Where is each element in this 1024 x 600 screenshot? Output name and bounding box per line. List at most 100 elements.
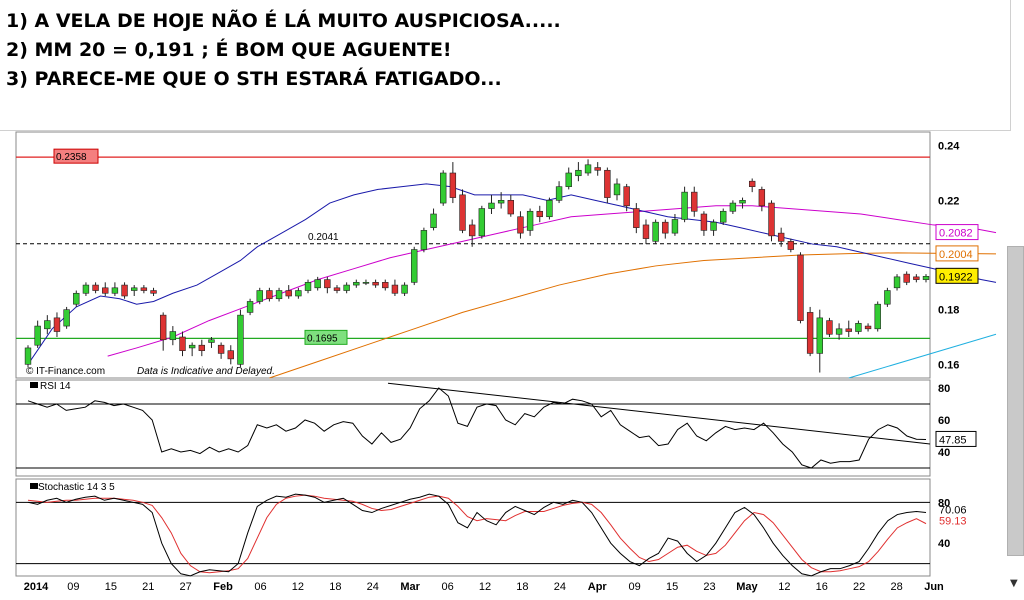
- price-tick-label: 0.22: [938, 195, 959, 207]
- last-price-label: 0.2082: [939, 228, 973, 240]
- candle-body: [488, 202, 495, 209]
- candle-body: [246, 301, 254, 313]
- candle-body: [758, 189, 766, 207]
- x-tick-label: 09: [67, 581, 79, 593]
- rsi-value-box: [935, 430, 977, 447]
- candle-body: [633, 208, 640, 228]
- candle-body: [102, 287, 109, 294]
- last-price-box: [935, 245, 979, 262]
- price-panel-frame: [15, 131, 931, 379]
- rsi-value-label: 47.85: [939, 434, 967, 446]
- candle-body: [237, 314, 244, 365]
- ma-blue-line: [27, 183, 997, 365]
- candle-body: [391, 284, 399, 294]
- candle-body: [720, 210, 727, 223]
- candle-body: [73, 292, 80, 305]
- rsi-trendline: [387, 382, 931, 445]
- candle-body: [24, 347, 32, 365]
- x-tick-label: 23: [703, 581, 715, 593]
- price-tick-label: 0.18: [938, 305, 959, 317]
- candle-body: [748, 180, 756, 187]
- candle-body: [806, 312, 814, 354]
- scroll-down-icon[interactable]: ▼: [1010, 578, 1018, 589]
- candle-body: [662, 221, 669, 234]
- candle-body: [188, 344, 196, 349]
- candle-body: [440, 172, 447, 204]
- price-tick-label: 0.16: [938, 359, 959, 371]
- x-tick-label: 09: [629, 581, 641, 593]
- x-tick-label: May: [736, 581, 758, 593]
- candle-body: [729, 202, 737, 212]
- annotation-panel: 1) A VELA DE HOJE NÃO É LÁ MUITO AUSPICI…: [0, 0, 1011, 131]
- x-tick-label: Jun: [924, 581, 944, 593]
- candle-body: [179, 336, 186, 351]
- candle-body: [903, 273, 910, 283]
- candle-body: [63, 309, 70, 327]
- rsi-tick-label: 80: [938, 383, 950, 395]
- candle-body: [768, 202, 775, 237]
- x-tick-label: 24: [554, 581, 566, 593]
- candle-body: [362, 282, 370, 284]
- candle-body: [864, 325, 872, 330]
- candle-body: [913, 276, 920, 280]
- level-label-box: [304, 329, 348, 345]
- candle-body: [623, 186, 630, 207]
- candle-body: [884, 290, 891, 305]
- candle-body: [208, 339, 215, 343]
- candle-body: [401, 284, 408, 294]
- candle-body: [314, 279, 321, 289]
- candle-body: [420, 230, 428, 250]
- candle-body: [343, 284, 350, 291]
- candle-body: [691, 191, 698, 212]
- candle-body: [526, 210, 534, 231]
- candle-body: [642, 224, 650, 239]
- candle-body: [922, 276, 930, 280]
- candle-body: [555, 186, 563, 201]
- candle-body: [517, 216, 524, 234]
- stoch-tick-label: 40: [938, 538, 950, 550]
- stoch-k-label: 70.06: [939, 504, 967, 516]
- candle-body: [266, 290, 273, 300]
- x-tick-label: 15: [666, 581, 678, 593]
- candle-body: [700, 213, 708, 231]
- x-tick-label: 12: [479, 581, 491, 593]
- candle-body: [613, 183, 621, 196]
- note-1: 1) A VELA DE HOJE NÃO É LÁ MUITO AUSPICI…: [6, 10, 561, 32]
- x-tick-label: 21: [142, 581, 154, 593]
- x-tick-label: 27: [180, 581, 192, 593]
- candle-body: [92, 284, 99, 291]
- candle-body: [217, 344, 225, 354]
- candle-body: [82, 284, 90, 294]
- stoch-legend-swatch: [30, 483, 38, 489]
- stoch-tick-label: 80: [938, 497, 950, 509]
- x-tick-label: 22: [853, 581, 865, 593]
- candle-body: [546, 200, 553, 218]
- rsi-panel-frame: [15, 379, 931, 477]
- candle-body: [584, 164, 592, 174]
- candle-body: [594, 167, 601, 171]
- x-tick-label: 15: [105, 581, 117, 593]
- rsi-legend-swatch: [30, 382, 38, 388]
- candle-body: [131, 287, 138, 291]
- candle-body: [411, 249, 418, 283]
- disclaimer-text: Data is Indicative and Delayed.: [137, 366, 275, 377]
- candle-body: [855, 323, 862, 332]
- vertical-scrollbar[interactable]: [1007, 246, 1024, 556]
- candle-body: [430, 213, 437, 228]
- rsi-line: [27, 387, 927, 469]
- x-tick-label: Mar: [400, 581, 420, 593]
- candle-body: [874, 303, 881, 330]
- stoch-title: Stochastic 14 3 5: [38, 482, 115, 493]
- x-tick-label: 2014: [24, 581, 49, 593]
- x-tick-label: 12: [778, 581, 790, 593]
- rsi-title: RSI 14: [40, 381, 71, 392]
- stoch-k-line: [27, 493, 927, 577]
- stoch-d-line: [27, 494, 927, 574]
- x-tick-label: Apr: [588, 581, 608, 593]
- candle-body: [893, 276, 901, 289]
- candle-body: [536, 210, 543, 218]
- last-price-box: [935, 267, 979, 284]
- candle-body: [468, 224, 476, 237]
- x-tick-label: 06: [441, 581, 453, 593]
